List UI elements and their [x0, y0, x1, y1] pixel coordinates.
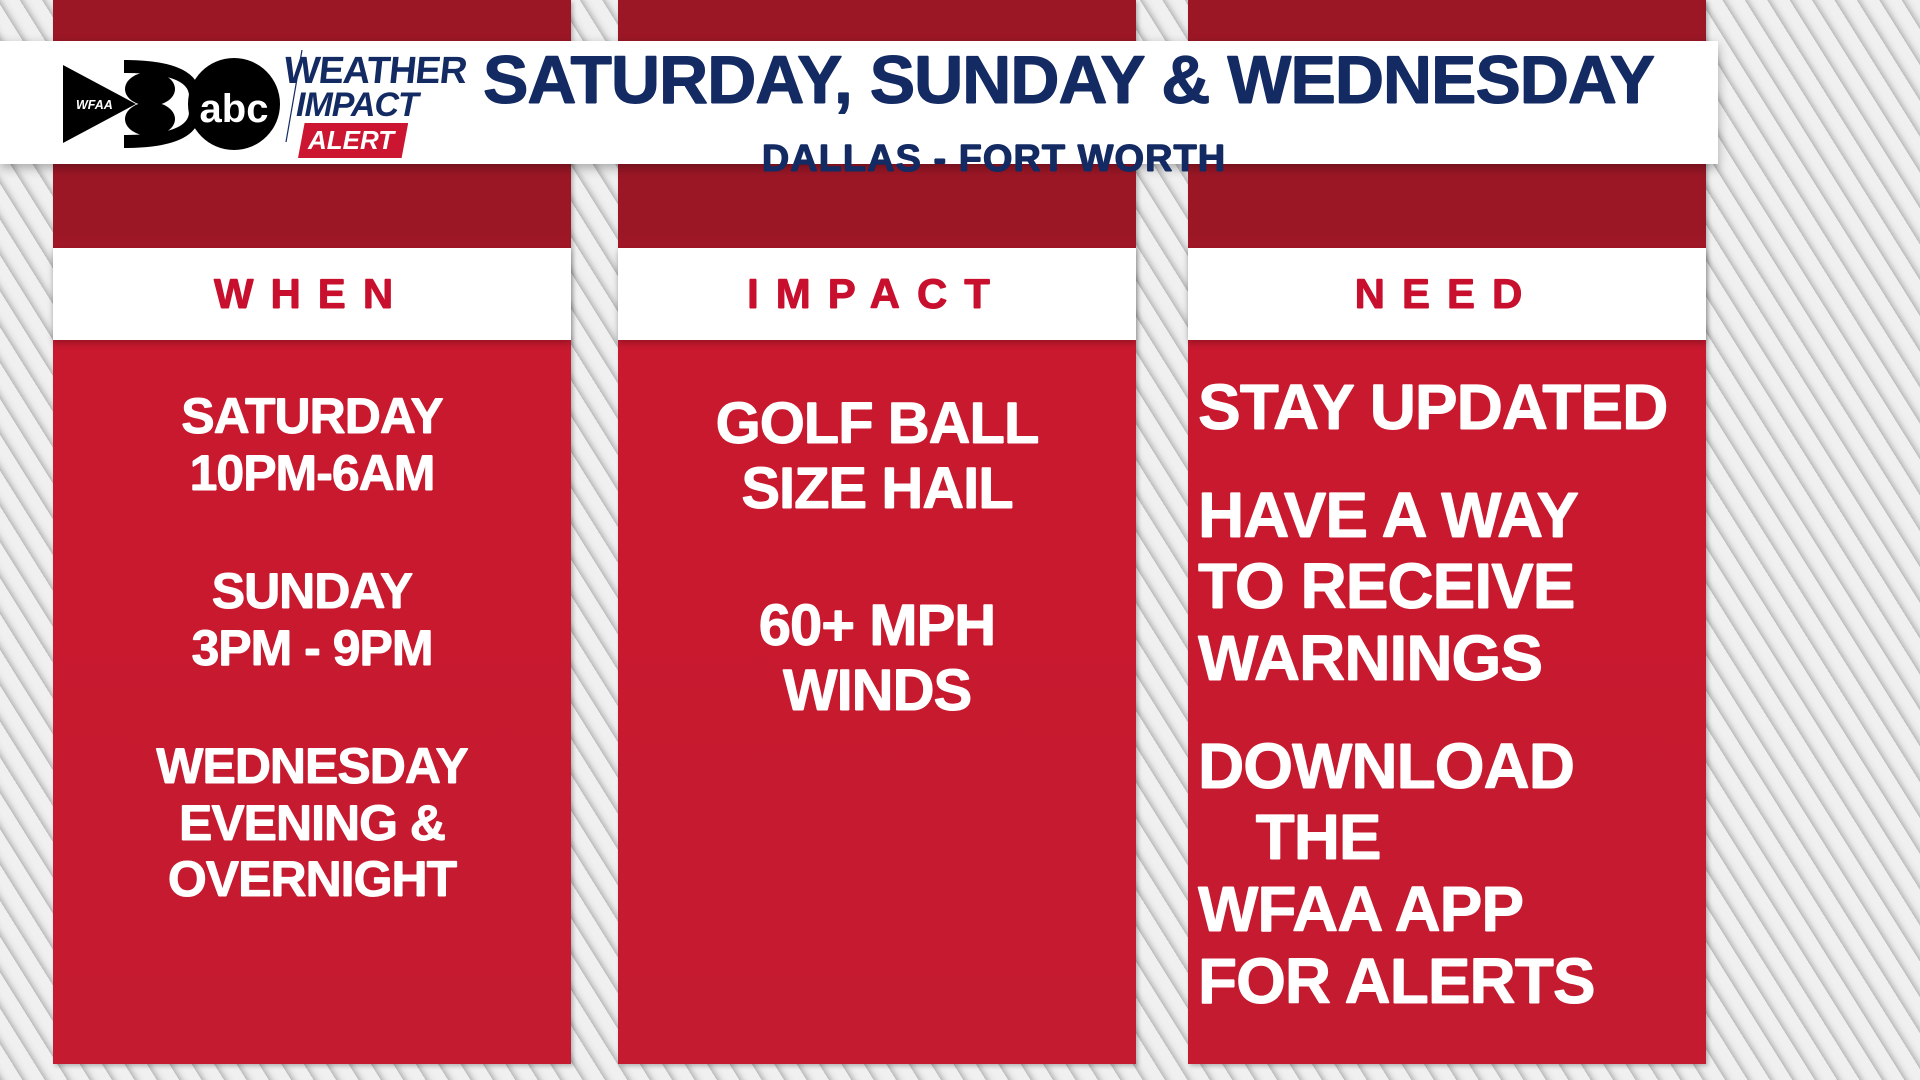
- svg-text:abc: abc: [200, 87, 269, 131]
- svg-text:WFAA: WFAA: [76, 98, 113, 112]
